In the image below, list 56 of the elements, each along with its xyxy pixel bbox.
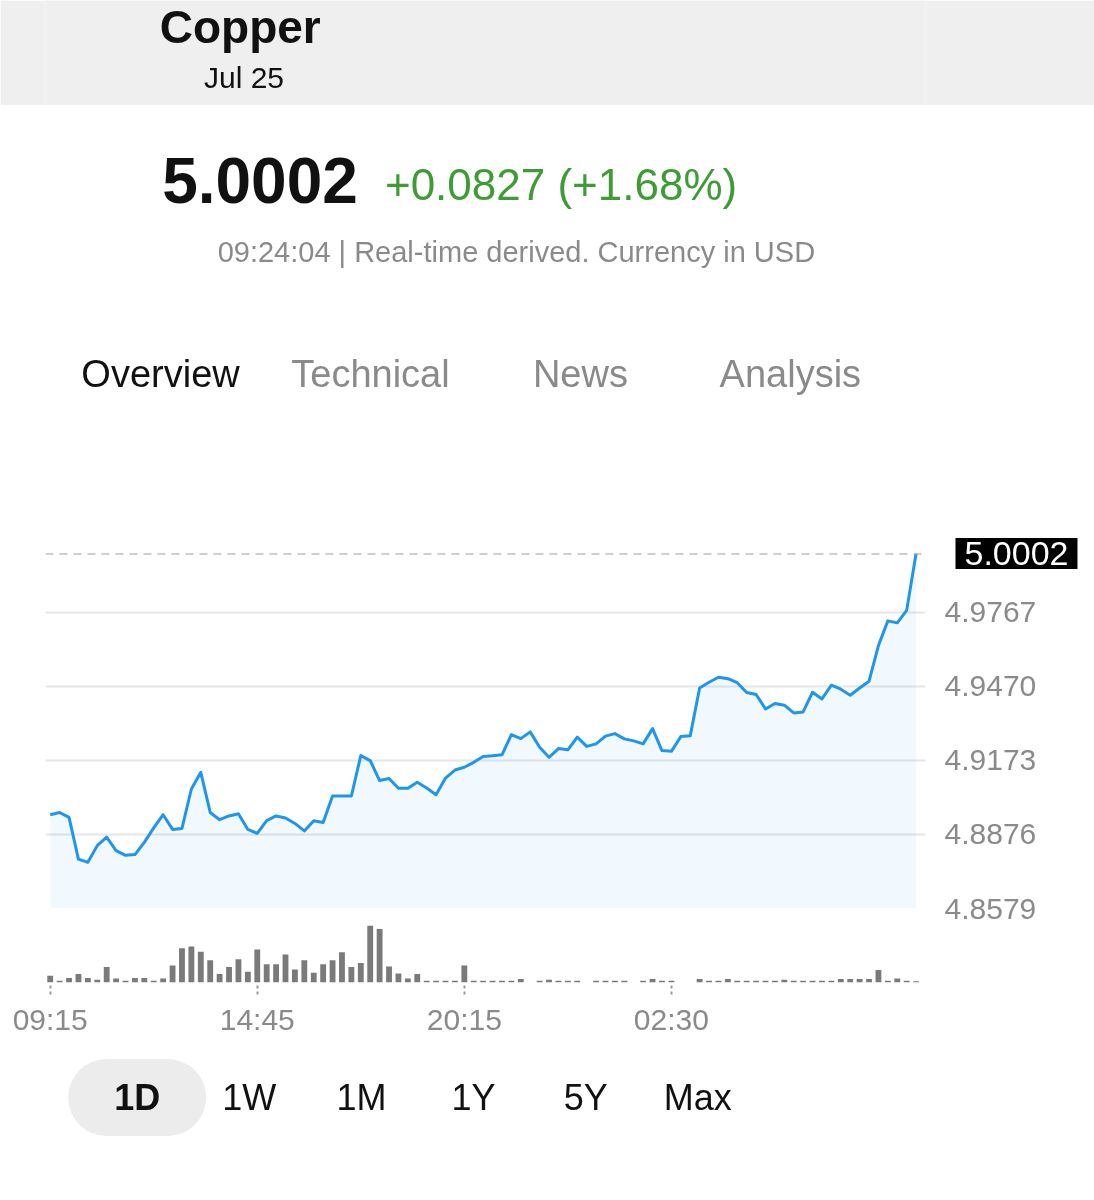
text: 1Y bbox=[451, 1077, 496, 1118]
bar bbox=[207, 960, 214, 983]
bar bbox=[320, 964, 327, 983]
text: 1W bbox=[222, 1077, 277, 1118]
bar bbox=[357, 963, 364, 983]
bar bbox=[339, 952, 345, 983]
x-tick-label: 14:45 bbox=[219, 1002, 295, 1036]
x-tick-label: 20:15 bbox=[426, 1002, 502, 1036]
text: 09:24:04 | Real-time derived. Currency in USD bbox=[217, 235, 816, 268]
bar bbox=[461, 965, 468, 983]
bar bbox=[103, 967, 110, 983]
bar bbox=[837, 979, 844, 983]
bar bbox=[254, 949, 261, 983]
bar bbox=[197, 951, 204, 983]
chart-title: Copper bbox=[159, 0, 321, 53]
bar bbox=[273, 964, 280, 983]
bar bbox=[724, 979, 731, 983]
bar bbox=[301, 960, 308, 983]
text: +0.0827 (+1.68%) bbox=[384, 160, 738, 209]
y-tick-label: 4.9173 bbox=[944, 743, 1037, 777]
text: News bbox=[532, 352, 628, 395]
text: Overview bbox=[81, 352, 241, 395]
bar bbox=[188, 946, 195, 983]
bar bbox=[696, 979, 703, 983]
text: 1D bbox=[114, 1077, 161, 1118]
bar bbox=[226, 967, 232, 983]
y-tick-label: 4.9767 bbox=[944, 595, 1037, 629]
bar bbox=[348, 967, 355, 983]
y-tick-label: 4.8579 bbox=[944, 891, 1037, 925]
bar bbox=[291, 969, 298, 983]
y-tick-label: 4.8876 bbox=[944, 817, 1037, 851]
bar bbox=[517, 979, 524, 983]
bar bbox=[414, 973, 421, 983]
text: 5.0002 bbox=[162, 145, 358, 217]
text: Technical bbox=[291, 352, 450, 395]
bar bbox=[179, 948, 185, 983]
text: 1M bbox=[336, 1077, 387, 1118]
text: Max bbox=[663, 1077, 732, 1118]
bar bbox=[216, 973, 223, 983]
bar bbox=[847, 979, 854, 983]
chart-subtitle: Jul 25 bbox=[203, 61, 285, 94]
ref-line-label: 5.0002 bbox=[964, 534, 1069, 572]
bar bbox=[244, 971, 251, 983]
x-tick-label: 02:30 bbox=[633, 1002, 709, 1036]
bar bbox=[263, 964, 270, 983]
bar bbox=[866, 979, 872, 983]
text: 5Y bbox=[563, 1077, 608, 1118]
y-tick-label: 4.9470 bbox=[944, 669, 1037, 703]
bar bbox=[376, 928, 383, 983]
x-tick-label: 09:15 bbox=[12, 1002, 88, 1036]
bar bbox=[47, 975, 54, 983]
text: Analysis bbox=[719, 352, 862, 395]
bar bbox=[856, 979, 863, 983]
bar bbox=[310, 972, 317, 983]
bar bbox=[367, 925, 374, 983]
bar bbox=[386, 966, 392, 983]
